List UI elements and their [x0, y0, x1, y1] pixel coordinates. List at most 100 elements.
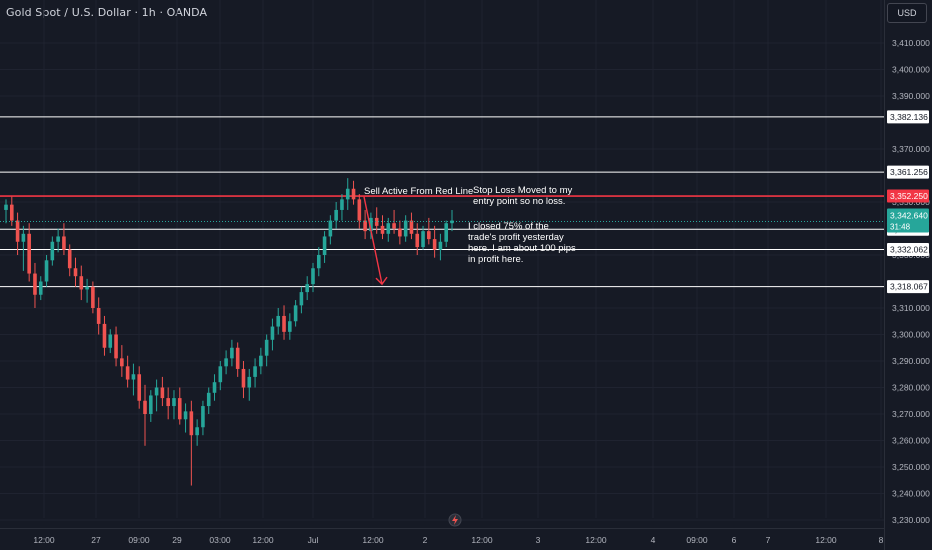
- x-tick-label: 29: [172, 535, 182, 545]
- x-tick-label: 12:00: [252, 535, 274, 545]
- current-price-box: [887, 208, 929, 233]
- candle-body: [195, 427, 199, 436]
- x-tick-label: 12:00: [471, 535, 493, 545]
- candle-body: [224, 358, 228, 367]
- candle-body: [276, 315, 281, 327]
- level-label: 3,352.250: [890, 191, 928, 201]
- candle-body: [259, 355, 263, 367]
- candle-body: [351, 188, 356, 200]
- candle-body: [73, 268, 78, 277]
- y-tick-label: 3,230.000: [892, 515, 930, 525]
- candle-body: [154, 387, 159, 396]
- candle-body: [293, 305, 298, 322]
- candle-body: [102, 323, 107, 348]
- level-label: 3,382.136: [890, 112, 928, 122]
- x-tick-label: 7: [766, 535, 771, 545]
- y-tick-label: 3,300.000: [892, 330, 930, 340]
- candle-body: [172, 398, 176, 407]
- level-label-box: [887, 189, 929, 203]
- candle-body: [398, 228, 402, 237]
- candle-body: [114, 334, 118, 359]
- sell-arrow-head: [375, 276, 388, 286]
- y-tick-label: 3,240.000: [892, 489, 930, 499]
- candle-body: [56, 236, 60, 242]
- x-tick-label: 8: [879, 535, 884, 545]
- x-tick-label: 4: [651, 535, 656, 545]
- x-tick-label: 12:00: [362, 535, 384, 545]
- candle-body: [380, 225, 385, 234]
- countdown-label: 31:48: [890, 223, 911, 232]
- candle-body: [201, 406, 205, 428]
- candle-body: [415, 233, 420, 248]
- candle-body: [340, 199, 344, 210]
- candle-body: [160, 387, 165, 399]
- candle-body: [432, 239, 437, 250]
- candle-body: [206, 392, 211, 407]
- currency-button[interactable]: USD: [887, 3, 927, 23]
- candle-body: [212, 382, 217, 393]
- candle-body: [316, 255, 321, 269]
- level-label: 3,318.067: [890, 282, 928, 292]
- candle-body: [288, 321, 292, 332]
- candle-body: [264, 339, 269, 356]
- candle-body: [450, 220, 454, 224]
- y-tick-label: 3,400.000: [892, 65, 930, 75]
- annotation-text: Sell Active From Red Line: [364, 186, 473, 197]
- y-tick-label: 3,270.000: [892, 409, 930, 419]
- annotation-text: Stop Loss Moved to my: [473, 185, 573, 196]
- candle-body: [67, 249, 72, 269]
- lightning-icon-bolt: [452, 515, 458, 525]
- y-tick-label: 3,250.000: [892, 462, 930, 472]
- candle-body: [270, 326, 275, 340]
- annotation-text: entry point so no loss.: [473, 196, 565, 207]
- candle-body: [444, 223, 449, 242]
- candle-body: [403, 220, 408, 237]
- candle-body: [409, 220, 414, 234]
- level-label: 3,361.256: [890, 167, 928, 177]
- candle-body: [392, 223, 396, 229]
- candle-body: [108, 334, 113, 348]
- candle-body: [4, 204, 8, 210]
- chart-title: Gold Spot / U.S. Dollar · 1h · OANDA: [6, 6, 208, 19]
- candle-body: [137, 374, 142, 401]
- candle-body: [125, 366, 130, 380]
- candle-body: [363, 220, 367, 232]
- candle-body: [247, 376, 252, 388]
- y-tick-label: 3,290.000: [892, 356, 930, 366]
- candle-body: [299, 292, 304, 306]
- x-tick-label: 09:00: [128, 535, 150, 545]
- annotation-text: I closed 75% of the: [468, 221, 549, 232]
- x-tick-label: Jul: [308, 535, 319, 545]
- candle-body: [438, 241, 443, 250]
- candle-body: [189, 411, 194, 436]
- y-tick-label: 3,370.000: [892, 144, 930, 154]
- candle-body: [311, 268, 315, 285]
- candle-body: [328, 220, 333, 237]
- x-tick-label: 12:00: [815, 535, 837, 545]
- candle-body: [345, 188, 350, 200]
- y-tick-label: 3,260.000: [892, 436, 930, 446]
- x-tick-label: 27: [91, 535, 101, 545]
- candle-body: [33, 273, 37, 295]
- candle-body: [143, 400, 147, 414]
- candle-body: [241, 368, 246, 388]
- candle-body: [282, 315, 286, 332]
- candle-body: [85, 286, 89, 290]
- candle-body: [357, 199, 362, 221]
- current-price-label: 3,342.640: [890, 211, 928, 221]
- annotation-text: in profit here.: [468, 254, 523, 265]
- y-tick-label: 3,390.000: [892, 91, 930, 101]
- level-label-box: [887, 280, 929, 294]
- candle-body: [15, 220, 20, 242]
- candle-body: [120, 358, 124, 367]
- candle-body: [183, 411, 188, 420]
- y-tick-label: 3,410.000: [892, 38, 930, 48]
- level-label: 3,332.062: [890, 245, 928, 255]
- candle-body: [427, 231, 431, 240]
- candle-body: [177, 398, 182, 420]
- y-tick-label: 3,280.000: [892, 383, 930, 393]
- candle-body: [369, 217, 373, 232]
- candle-body: [96, 308, 101, 324]
- candle-body: [230, 347, 234, 359]
